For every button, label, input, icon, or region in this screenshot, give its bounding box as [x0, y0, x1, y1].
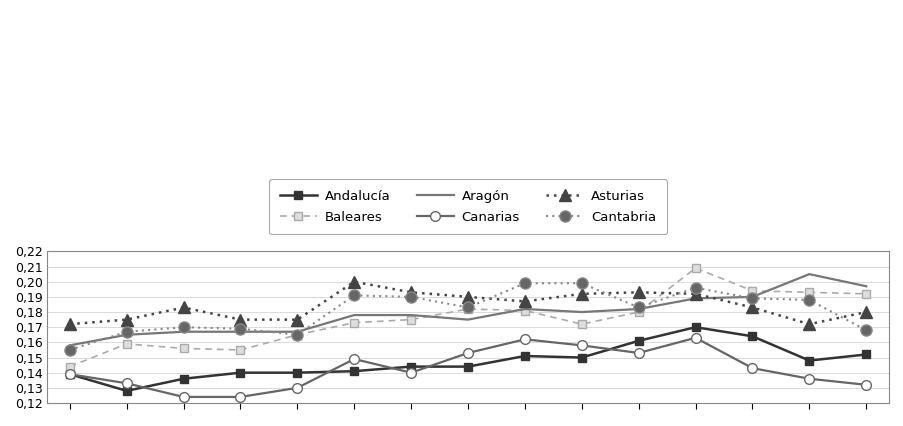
Legend: Andalucía, Baleares, Aragón, Canarias, Asturias, Cantabria: Andalucía, Baleares, Aragón, Canarias, A…	[269, 179, 666, 234]
